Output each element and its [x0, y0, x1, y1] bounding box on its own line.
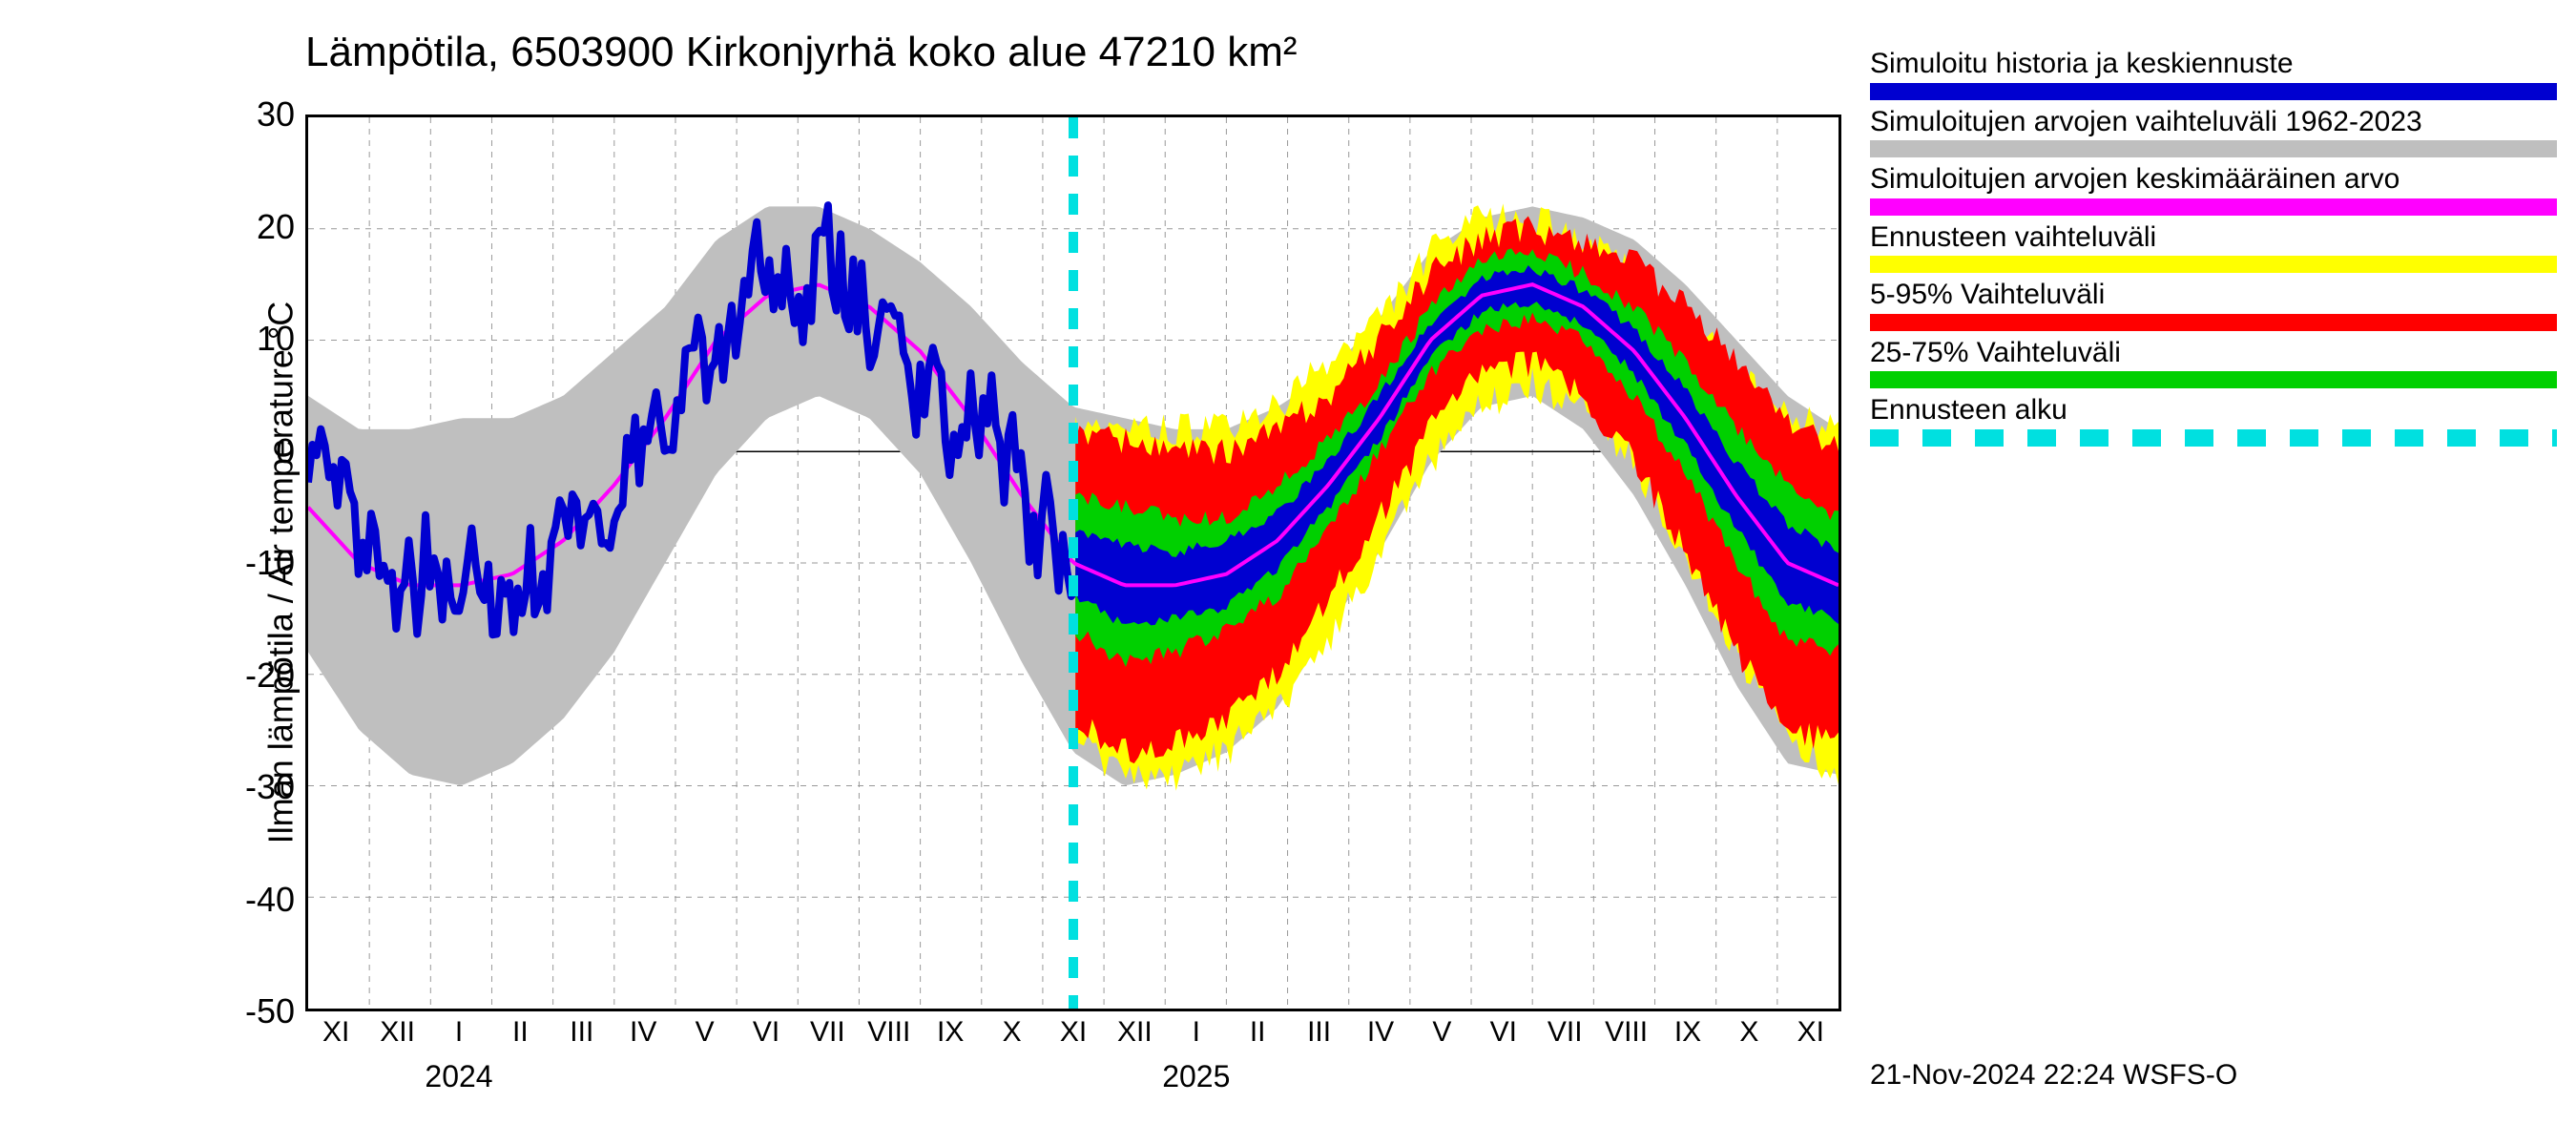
- legend-entry: Ennusteen alku: [1870, 394, 2557, 447]
- plot-svg: [308, 117, 1839, 1009]
- x-tick-label: II: [512, 1016, 529, 1049]
- x-tick-label: VIII: [867, 1016, 910, 1049]
- legend-label: Simuloitu historia ja keskiennuste: [1870, 48, 2557, 81]
- x-tick-label: XI: [1797, 1016, 1824, 1049]
- legend-swatch: [1870, 314, 2557, 331]
- legend-entry: Simuloitujen arvojen keskimääräinen arvo: [1870, 163, 2557, 216]
- x-tick-label: X: [1739, 1016, 1758, 1049]
- x-tick-label: II: [1250, 1016, 1266, 1049]
- legend-swatch: [1870, 256, 2557, 273]
- legend-swatch: [1870, 198, 2557, 216]
- legend-entry: Simuloitu historia ja keskiennuste: [1870, 48, 2557, 100]
- x-tick-label: XII: [1117, 1016, 1153, 1049]
- x-tick-label: I: [455, 1016, 463, 1049]
- x-tick-label: XI: [1060, 1016, 1087, 1049]
- chart-title: Lämpötila, 6503900 Kirkonjyrhä koko alue…: [305, 29, 1298, 76]
- x-tick-label: XI: [322, 1016, 349, 1049]
- x-tick-label: IX: [1674, 1016, 1701, 1049]
- plot-area: [305, 114, 1841, 1011]
- legend: Simuloitu historia ja keskiennuste Simulo…: [1870, 48, 2557, 452]
- legend-swatch: [1870, 371, 2557, 388]
- legend-label: 25-75% Vaihteluväli: [1870, 337, 2557, 370]
- legend-swatch: [1870, 83, 2557, 100]
- x-tick-label: I: [1193, 1016, 1200, 1049]
- y-tick-label: 10: [209, 319, 295, 359]
- x-ticks: XIXIIIIIIIIIVVVIVIIVIIIIXXXIXIIIIIIIIIVV…: [305, 1016, 1841, 1054]
- year-label: 2025: [1162, 1059, 1230, 1094]
- x-tick-label: VI: [753, 1016, 779, 1049]
- x-tick-label: IV: [630, 1016, 656, 1049]
- y-tick-label: 30: [209, 94, 295, 135]
- y-ticks: -50-40-30-20-100102030: [210, 114, 296, 1011]
- x-tick-label: X: [1003, 1016, 1022, 1049]
- x-tick-label: VI: [1490, 1016, 1517, 1049]
- y-tick-label: -40: [209, 880, 295, 920]
- x-tick-label: V: [1432, 1016, 1451, 1049]
- x-tick-label: VII: [1548, 1016, 1583, 1049]
- y-tick-label: -30: [209, 767, 295, 807]
- legend-entry: 25-75% Vaihteluväli: [1870, 337, 2557, 389]
- legend-label: Ennusteen vaihteluväli: [1870, 221, 2557, 255]
- x-tick-label: III: [1307, 1016, 1331, 1049]
- x-tick-label: XII: [380, 1016, 415, 1049]
- x-tick-label: IX: [937, 1016, 964, 1049]
- x-tick-label: V: [696, 1016, 715, 1049]
- x-tick-label: VIII: [1605, 1016, 1648, 1049]
- legend-swatch: [1870, 140, 2557, 157]
- chart-container: Ilman lämpötila / Air temperature °C Läm…: [0, 0, 2576, 1145]
- year-labels: 2024 2025: [305, 1059, 1841, 1097]
- legend-entry: Simuloitujen arvojen vaihteluväli 1962-2…: [1870, 106, 2557, 158]
- y-tick-label: -10: [209, 543, 295, 583]
- legend-entry: Ennusteen vaihteluväli: [1870, 221, 2557, 274]
- y-tick-label: -50: [209, 991, 295, 1031]
- y-tick-label: 20: [209, 207, 295, 247]
- x-tick-label: VII: [810, 1016, 845, 1049]
- legend-label: Simuloitujen arvojen keskimääräinen arvo: [1870, 163, 2557, 197]
- legend-label: Ennusteen alku: [1870, 394, 2557, 427]
- legend-label: 5-95% Vaihteluväli: [1870, 279, 2557, 312]
- legend-label: Simuloitujen arvojen vaihteluväli 1962-2…: [1870, 106, 2557, 139]
- x-tick-label: IV: [1367, 1016, 1394, 1049]
- y-tick-label: 0: [209, 431, 295, 471]
- legend-swatch: [1870, 429, 2557, 447]
- year-label: 2024: [425, 1059, 492, 1094]
- x-tick-label: III: [570, 1016, 593, 1049]
- legend-entry: 5-95% Vaihteluväli: [1870, 279, 2557, 331]
- y-tick-label: -20: [209, 656, 295, 696]
- timestamp: 21-Nov-2024 22:24 WSFS-O: [1870, 1059, 2237, 1092]
